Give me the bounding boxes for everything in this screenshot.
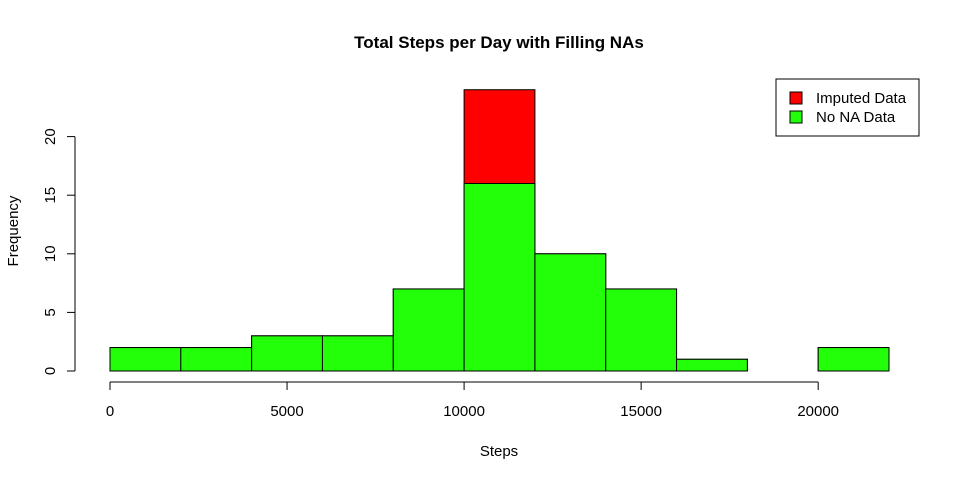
y-tick-label: 10 (42, 245, 59, 262)
no-na-bar-3 (321, 335, 394, 372)
legend-label: Imputed Data (816, 90, 907, 107)
legend-swatch (789, 110, 803, 124)
no-na-bar-0 (109, 347, 182, 372)
x-tick-label: 0 (106, 403, 114, 420)
no-na-bar-6 (534, 253, 607, 372)
y-tick-label: 0 (42, 367, 59, 375)
y-tick-label: 20 (42, 128, 59, 145)
no-na-bar-7 (605, 288, 678, 372)
legend-swatch (789, 91, 803, 105)
y-tick-label: 5 (42, 308, 59, 316)
x-tick-label: 15000 (620, 403, 662, 420)
no-na-bar-2 (251, 335, 323, 372)
y-axis: 0 5 10 15 20 (42, 128, 76, 375)
y-axis-label: Frequency (5, 195, 22, 266)
chart-title: Total Steps per Day with Filling NAs (354, 33, 644, 52)
x-tick-label: 10000 (443, 403, 485, 420)
x-axis: 0 5000 10000 15000 20000 (106, 381, 839, 420)
y-tick-label: 15 (42, 187, 59, 204)
no-na-bar-10 (817, 347, 890, 372)
no-na-bar-1 (180, 347, 253, 372)
x-tick-label: 20000 (797, 403, 839, 420)
x-tick-label: 5000 (270, 403, 303, 420)
legend-label: No NA Data (816, 109, 896, 126)
no-na-bars (109, 182, 890, 372)
no-na-bar-5 (463, 182, 536, 372)
x-axis-label: Steps (480, 443, 518, 460)
legend-box (775, 78, 920, 137)
no-na-bar-4 (392, 288, 465, 372)
no-na-bar-8 (676, 358, 748, 372)
legend: Imputed Data No NA Data (775, 78, 920, 137)
